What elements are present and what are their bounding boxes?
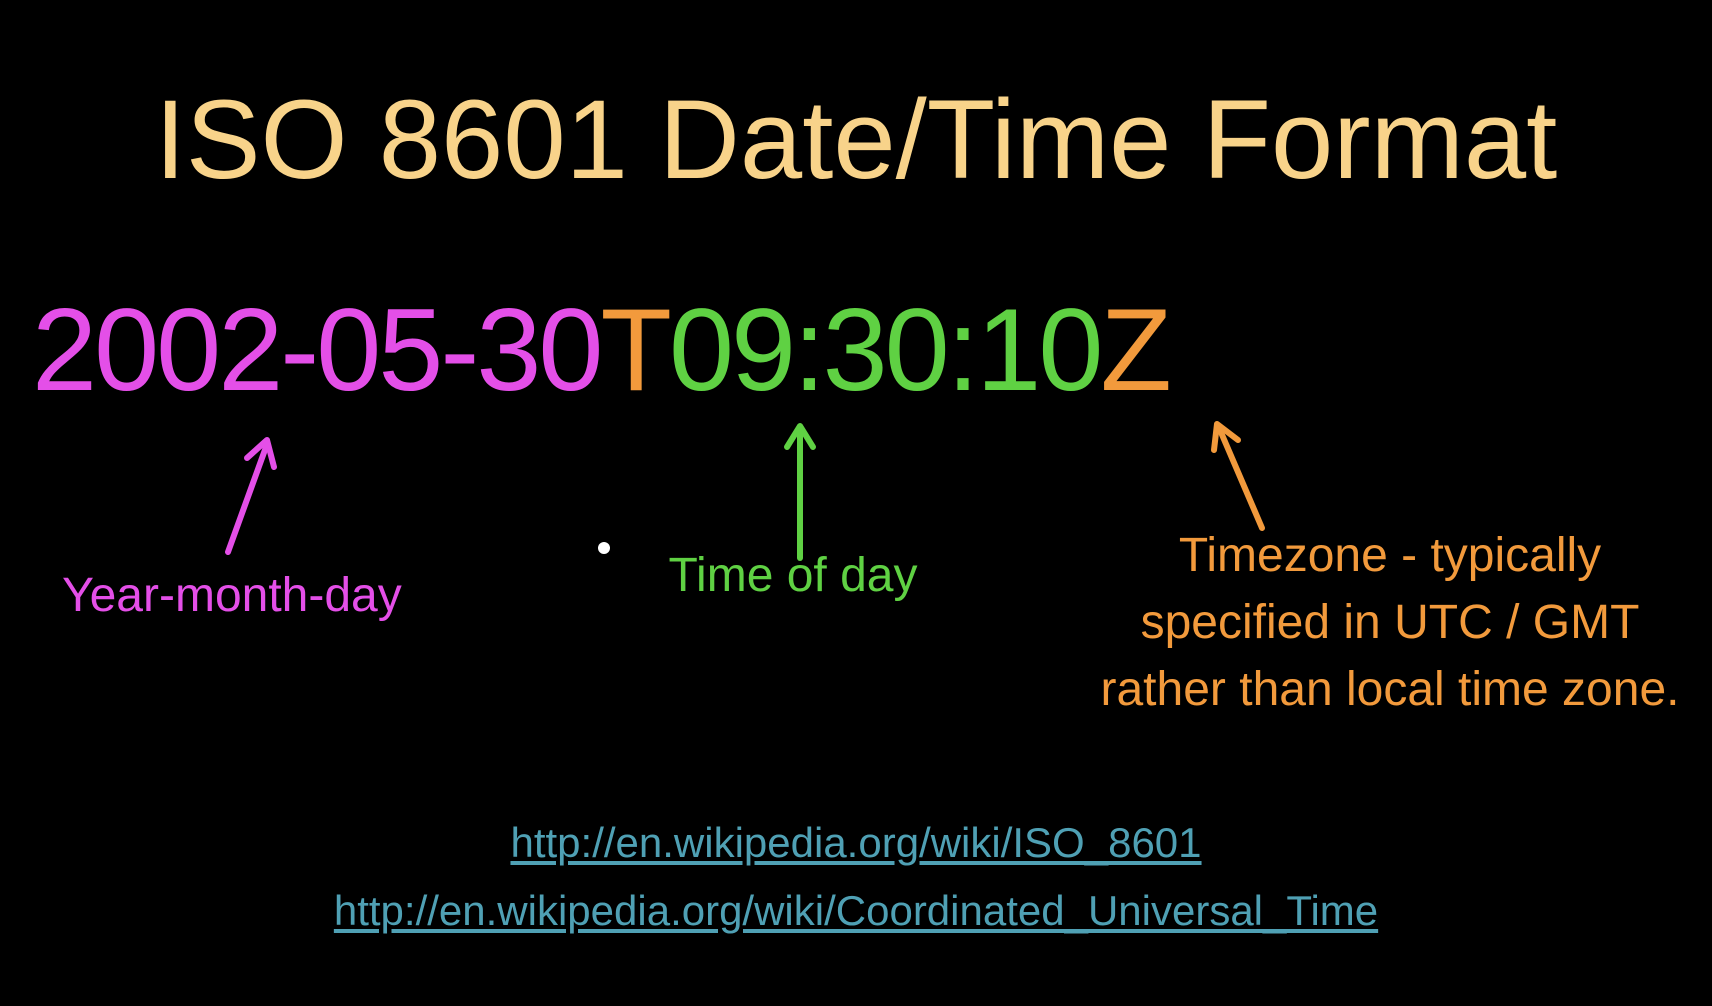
date-arrow-icon: [225, 437, 277, 555]
time-part-label: Time of day: [668, 549, 918, 602]
timestamp-date-part: 2002-05-30: [32, 284, 603, 415]
timestamp-time-part: 09:30:10: [668, 284, 1103, 415]
slide-title: ISO 8601 Date/Time Format: [154, 77, 1558, 202]
pointer-dot: [598, 542, 610, 554]
timestamp-t-separator: T: [600, 284, 671, 415]
iso-timestamp: 2002-05-30T09:30:10Z: [32, 284, 1172, 415]
time-arrow-icon: [784, 423, 816, 561]
timezone-arrow-icon: [1211, 421, 1265, 531]
timezone-part-label: Timezone - typically specified in UTC / …: [1100, 529, 1680, 716]
date-part-label: Year-month-day: [62, 569, 402, 622]
utc-wikipedia-link[interactable]: http://en.wikipedia.org/wiki/Coordinated…: [333, 887, 1379, 934]
timestamp-zone-part: Z: [1100, 284, 1171, 415]
iso-8601-wikipedia-link[interactable]: http://en.wikipedia.org/wiki/ISO_8601: [510, 819, 1202, 866]
